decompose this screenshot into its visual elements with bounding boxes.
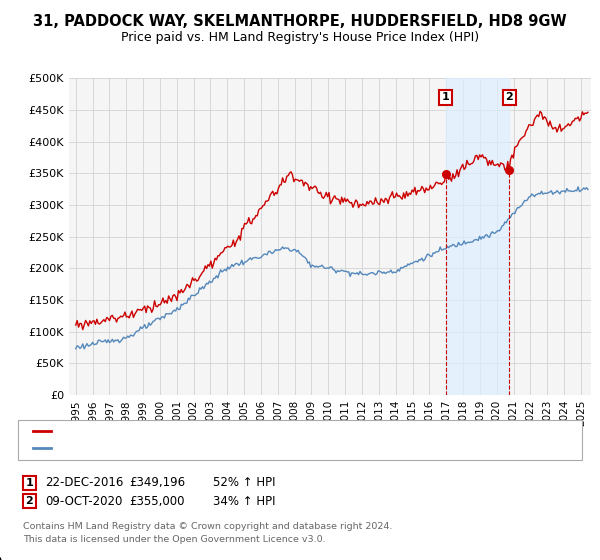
- Text: 2: 2: [26, 496, 33, 506]
- Text: 1: 1: [26, 478, 33, 488]
- Text: £355,000: £355,000: [129, 494, 185, 508]
- Text: 31, PADDOCK WAY, SKELMANTHORPE, HUDDERSFIELD, HD8 9GW: 31, PADDOCK WAY, SKELMANTHORPE, HUDDERSF…: [33, 14, 567, 29]
- Text: Contains HM Land Registry data © Crown copyright and database right 2024.
This d: Contains HM Land Registry data © Crown c…: [23, 522, 392, 544]
- Text: 2: 2: [505, 92, 513, 102]
- Bar: [446, 78, 509, 395]
- Text: 52% ↑ HPI: 52% ↑ HPI: [213, 476, 275, 489]
- Text: 31, PADDOCK WAY, SKELMANTHORPE, HUDDERSFIELD, HD8 9GW (detached house): 31, PADDOCK WAY, SKELMANTHORPE, HUDDERSF…: [55, 426, 489, 436]
- Text: 1: 1: [442, 92, 450, 102]
- Text: 09-OCT-2020: 09-OCT-2020: [45, 494, 122, 508]
- Text: £349,196: £349,196: [129, 476, 185, 489]
- Text: HPI: Average price, detached house, Kirklees: HPI: Average price, detached house, Kirk…: [55, 443, 290, 453]
- Text: Price paid vs. HM Land Registry's House Price Index (HPI): Price paid vs. HM Land Registry's House …: [121, 31, 479, 44]
- Text: 34% ↑ HPI: 34% ↑ HPI: [213, 494, 275, 508]
- Text: 22-DEC-2016: 22-DEC-2016: [45, 476, 124, 489]
